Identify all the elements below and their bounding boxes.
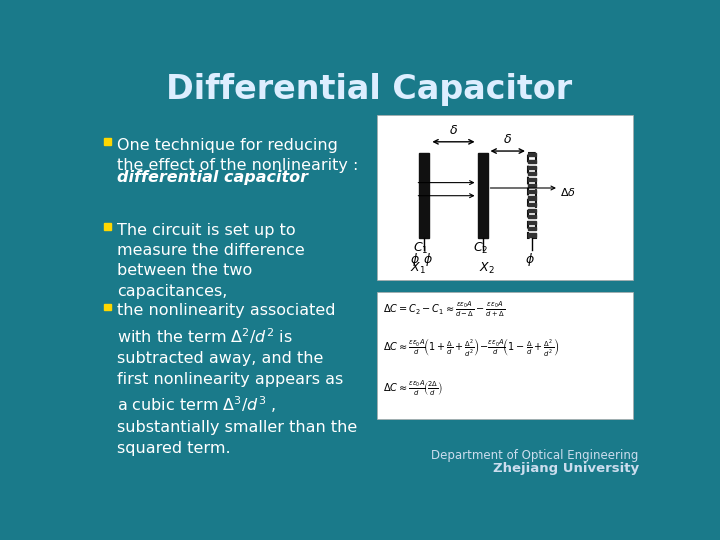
Bar <box>528 178 536 181</box>
Text: $\Delta\delta$: $\Delta\delta$ <box>560 186 576 199</box>
Bar <box>528 227 536 231</box>
Bar <box>377 115 632 280</box>
Text: $C_2$: $C_2$ <box>473 241 489 256</box>
Bar <box>104 222 111 230</box>
Bar <box>528 159 536 163</box>
Text: the nonlinearity associated
with the term $\Delta^2/d^2$ is
subtracted away, and: the nonlinearity associated with the ter… <box>117 303 357 456</box>
Bar <box>528 221 536 224</box>
Bar <box>528 166 536 168</box>
Text: $\delta$: $\delta$ <box>503 133 512 146</box>
Text: $\Delta C \approx \frac{\varepsilon\varepsilon_0 A}{d}\!\left(\frac{2\Delta}{d}\: $\Delta C \approx \frac{\varepsilon\vare… <box>383 379 444 398</box>
Text: $\phi$: $\phi$ <box>410 251 420 268</box>
Text: $\delta$: $\delta$ <box>449 124 458 137</box>
Bar <box>528 209 536 212</box>
Text: Zhejiang University: Zhejiang University <box>492 462 639 475</box>
Bar <box>419 153 429 238</box>
Bar <box>528 233 536 237</box>
Text: $C_1$: $C_1$ <box>413 241 428 256</box>
Text: $X_1$: $X_1$ <box>410 261 426 276</box>
Bar <box>528 184 536 187</box>
Bar <box>104 303 111 310</box>
Text: Differential Capacitor: Differential Capacitor <box>166 73 572 106</box>
Bar <box>528 215 536 218</box>
Bar <box>528 197 536 200</box>
Text: $\Delta C \approx \frac{\varepsilon\varepsilon_0 A}{d}\!\left(1+\frac{\Delta}{d}: $\Delta C \approx \frac{\varepsilon\vare… <box>383 336 559 359</box>
Text: The circuit is set up to
measure the difference
between the two
capacitances,: The circuit is set up to measure the dif… <box>117 222 305 299</box>
Text: Department of Optical Engineering: Department of Optical Engineering <box>431 449 639 462</box>
Text: $\phi$: $\phi$ <box>526 251 535 268</box>
Bar <box>528 153 536 238</box>
Bar <box>528 190 536 193</box>
Text: $\Delta C = C_2 - C_1 \approx \frac{\varepsilon\varepsilon_0 A}{d-\Delta} - \fra: $\Delta C = C_2 - C_1 \approx \frac{\var… <box>383 299 505 319</box>
Bar <box>377 292 632 419</box>
Bar <box>477 153 487 238</box>
Bar <box>528 153 536 157</box>
Bar <box>104 138 111 145</box>
Text: $X_2$: $X_2$ <box>479 261 494 276</box>
Bar <box>528 202 536 206</box>
Text: One technique for reducing
the effect of the nonlinearity :: One technique for reducing the effect of… <box>117 138 359 173</box>
Text: differential capacitor: differential capacitor <box>117 170 308 185</box>
Text: $\phi$: $\phi$ <box>423 251 433 268</box>
Bar <box>528 172 536 175</box>
